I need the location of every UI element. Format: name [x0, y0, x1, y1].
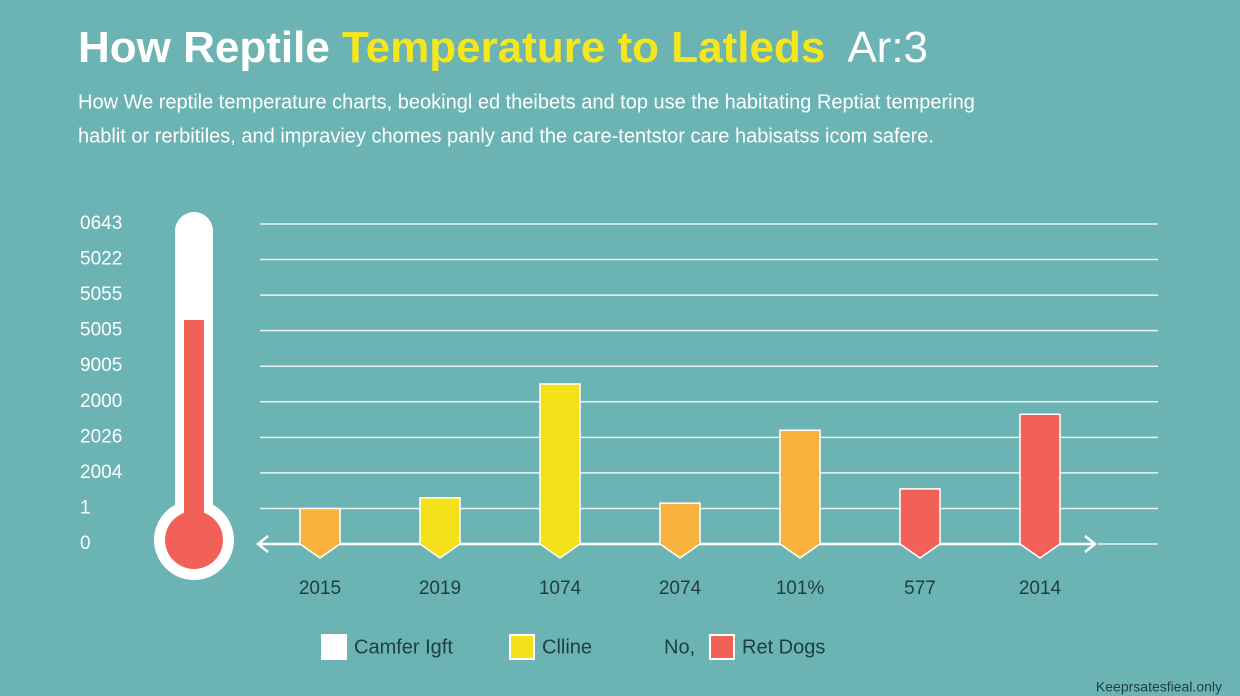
legend-swatch: [509, 634, 535, 660]
bar: [899, 488, 941, 559]
bar: [539, 383, 581, 559]
bar: [299, 507, 341, 559]
y-tick-label: 0643: [80, 213, 122, 234]
title-part: How Reptile: [78, 23, 342, 72]
x-tick-label: 2074: [659, 578, 702, 599]
legend-label: Ret Dogs: [742, 636, 825, 658]
y-tick-label: 2026: [80, 426, 122, 447]
title-part: Temperature to Latleds: [342, 23, 825, 72]
x-tick-label: 2015: [299, 578, 341, 599]
x-tick-label: 1074: [539, 578, 582, 599]
chart-title: How Reptile Temperature to Latleds Ar:3: [78, 23, 928, 72]
axis-arrow: [255, 535, 269, 553]
y-tick-label: 5005: [80, 320, 122, 341]
subtitle-line: How We reptile temperature charts, beoki…: [78, 91, 975, 113]
x-tick-label: 2019: [419, 578, 461, 599]
title-part: Ar:3: [847, 23, 928, 72]
y-tick-label: 5055: [80, 284, 122, 305]
y-tick-label: 9005: [80, 355, 122, 376]
bar: [659, 502, 701, 559]
legend-prefix: No,: [664, 636, 695, 658]
x-tick-label: 101%: [776, 578, 825, 599]
y-tick-label: 1: [80, 497, 91, 518]
y-tick-label: 2000: [80, 391, 122, 412]
legend-swatch: [321, 634, 347, 660]
y-tick-label: 5022: [80, 249, 122, 270]
legend-label: Camfer Igft: [354, 636, 453, 658]
x-tick-label: 2014: [1019, 578, 1062, 599]
x-tick-label: 577: [904, 578, 936, 599]
thermometer: [154, 212, 234, 580]
bar: [779, 429, 821, 559]
y-tick-label: 0: [80, 533, 91, 554]
footer: Keeprsatesfieal.only: [1096, 679, 1222, 695]
axis-arrow: [1084, 535, 1098, 553]
subtitle-line: hablit or rerbitiles, and impraviey chom…: [78, 125, 934, 147]
y-tick-label: 2004: [80, 462, 123, 483]
bar: [1019, 413, 1061, 559]
legend-label: Clline: [542, 636, 592, 658]
legend-swatch: [709, 634, 735, 660]
bar: [419, 497, 461, 559]
